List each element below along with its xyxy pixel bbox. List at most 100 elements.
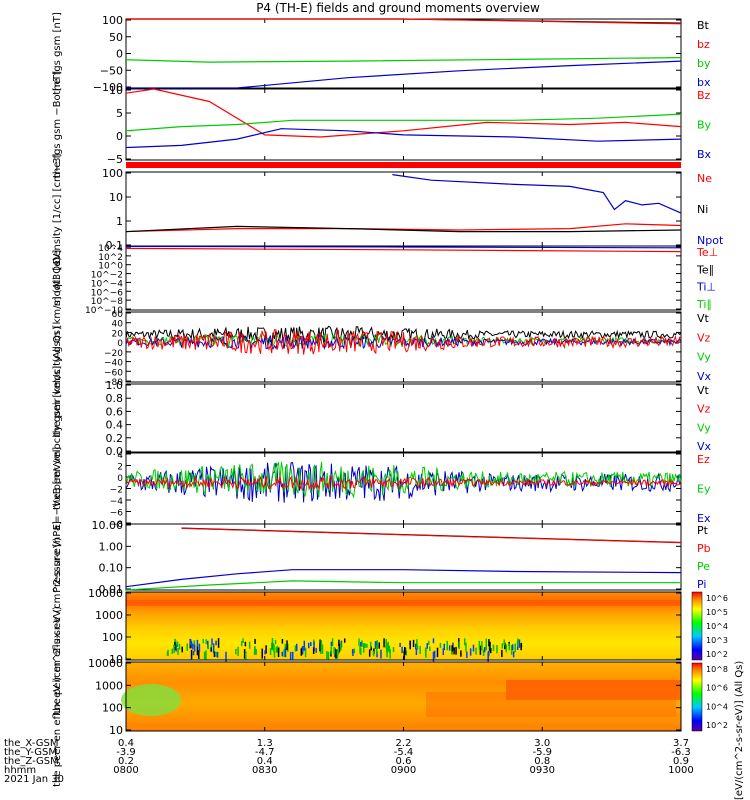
legend-bx: bx bbox=[697, 76, 711, 89]
spectrogram-cell bbox=[313, 641, 315, 652]
spectrogram-cell bbox=[205, 650, 207, 660]
spectrogram-cell bbox=[175, 644, 177, 652]
spectrogram-cell bbox=[460, 650, 462, 657]
spectrogram-cell bbox=[442, 648, 445, 656]
y-axis-label: E=−VxB [mV/m] bbox=[52, 447, 63, 530]
y-tick-label: 0.2 bbox=[106, 432, 124, 445]
spectrogram-cell bbox=[337, 649, 340, 655]
spectrogram-cell bbox=[469, 648, 472, 656]
y-tick-label: 10^−6 bbox=[91, 288, 124, 298]
y-tick-label: −50 bbox=[100, 64, 123, 77]
spectrogram-cell bbox=[361, 640, 363, 647]
spectrogram-cell bbox=[376, 651, 378, 658]
spectrogram-cell bbox=[487, 651, 489, 662]
spectrogram-cell bbox=[504, 642, 506, 650]
spectrogram-cell bbox=[363, 643, 365, 653]
spectrogram-cell bbox=[265, 645, 267, 654]
series-By bbox=[125, 113, 682, 132]
legend-Pt: Pt bbox=[697, 524, 709, 537]
spectrogram-cell bbox=[304, 647, 307, 658]
y-tick-label: 0 bbox=[117, 339, 123, 349]
panel-frame bbox=[125, 523, 682, 591]
ephem-value: 0.2 bbox=[118, 756, 134, 767]
spectrogram-cell bbox=[370, 646, 373, 651]
spectrogram-cell bbox=[177, 647, 179, 655]
series-Ez bbox=[125, 475, 682, 491]
panel-7: 10.00 1.00 0.10 0.01 Pressure [nPa] Pt Pb Pe Pi bbox=[52, 519, 711, 596]
y-tick-label: 100 bbox=[102, 631, 123, 644]
y-tick-label: 0.01 bbox=[99, 583, 124, 596]
spectrogram-cell bbox=[485, 640, 488, 651]
legend-by: by bbox=[697, 57, 711, 70]
spectrogram-cell bbox=[271, 638, 274, 644]
y-tick-label: 60 bbox=[112, 310, 124, 320]
spectrogram-cell bbox=[343, 638, 346, 643]
y-tick-label: −5 bbox=[107, 153, 123, 166]
legend-By: By bbox=[697, 119, 712, 132]
spectrogram-cell bbox=[387, 641, 389, 652]
spectrogram-cell bbox=[446, 640, 448, 651]
spectrogram-patch bbox=[121, 684, 181, 716]
spectrogram-cell bbox=[501, 643, 504, 649]
spectrogram-cell bbox=[511, 644, 514, 651]
spectrogram-cell bbox=[375, 647, 378, 655]
spectrogram-cell bbox=[319, 643, 321, 652]
y-tick-label: 0.4 bbox=[106, 419, 124, 432]
spectrogram-cell bbox=[405, 650, 408, 656]
spectrogram-cell bbox=[173, 644, 175, 654]
y-tick-label: 0.1 bbox=[106, 239, 124, 252]
ephem-value: 0.4 bbox=[257, 756, 273, 767]
legend-Te∥: Te∥ bbox=[696, 263, 714, 276]
spectrogram-cell bbox=[192, 643, 194, 650]
series-Pe bbox=[125, 580, 681, 591]
legend-Pe: Pe bbox=[697, 560, 710, 573]
spectrogram-cell bbox=[392, 647, 395, 653]
panel-6: 4 20 −2−4 −6−8 E=−VxB [mV/m] Ez Ey Ex bbox=[52, 447, 711, 530]
spectrogram-cell bbox=[359, 645, 361, 654]
spectrogram-cell bbox=[203, 651, 206, 660]
panel-2: 100 10 1 0.1 Density [1/cc] [cm−3] Ne Ni Npot bbox=[52, 154, 724, 265]
series-Vz bbox=[125, 329, 682, 355]
spectrogram-cell bbox=[243, 649, 246, 659]
spectrogram-cell bbox=[171, 648, 173, 655]
legend-Vx: Vx bbox=[697, 370, 712, 383]
spectrogram-cell bbox=[310, 641, 312, 647]
y-tick-label: 1.00 bbox=[99, 540, 124, 553]
spectrogram-cell bbox=[189, 639, 192, 646]
spectrogram-cell bbox=[372, 650, 375, 656]
spectrogram-cell bbox=[225, 651, 227, 662]
panel-frame bbox=[125, 383, 682, 453]
spectrogram-cell bbox=[360, 641, 362, 647]
colorbar-bottom bbox=[691, 662, 703, 732]
spectrogram-cell bbox=[369, 641, 372, 649]
spectrogram-cell bbox=[472, 644, 475, 652]
colorbars: 10^6 10^5 10^4 10^3 10^2 10^8 10^6 10^4 10^2 [e… bbox=[691, 591, 745, 800]
spectrogram-cell bbox=[503, 639, 505, 646]
spectrogram-cell bbox=[330, 646, 333, 655]
ephem-value: -4.7 bbox=[255, 747, 275, 758]
series-Ti⊥ bbox=[125, 245, 682, 249]
y-tick-label: 0.8 bbox=[106, 392, 124, 405]
spectrogram-cell bbox=[176, 641, 179, 647]
legend-Te⊥: Te⊥ bbox=[696, 246, 718, 259]
spectrogram-cell bbox=[401, 646, 403, 653]
spectrogram-cell bbox=[254, 638, 256, 644]
ephem-row-label: the_Z-GSM bbox=[4, 756, 59, 767]
colorbar-tick-label: 10^6 bbox=[706, 594, 728, 603]
legend-Ex: Ex bbox=[697, 512, 711, 525]
y-tick-label: 5 bbox=[116, 107, 123, 120]
spectrogram-cell bbox=[451, 645, 454, 652]
spectrogram-cell bbox=[193, 640, 196, 647]
spectrogram-cell bbox=[213, 651, 216, 657]
spectrogram-cell bbox=[389, 649, 391, 659]
ephem-value: 1000 bbox=[668, 765, 693, 776]
spectrogram-cell bbox=[287, 643, 289, 652]
spectrogram-cell bbox=[215, 651, 217, 658]
spectrogram-cell bbox=[439, 642, 442, 649]
colorbar-bottom-ticks: 10^8 10^6 10^4 10^2 bbox=[706, 665, 728, 730]
legend-Ni: Ni bbox=[697, 203, 708, 216]
spectrogram-cell bbox=[512, 651, 515, 658]
panel-9: 10000 1000 100 10 the peer en eflux eV (cm^2… bbox=[52, 606, 682, 787]
